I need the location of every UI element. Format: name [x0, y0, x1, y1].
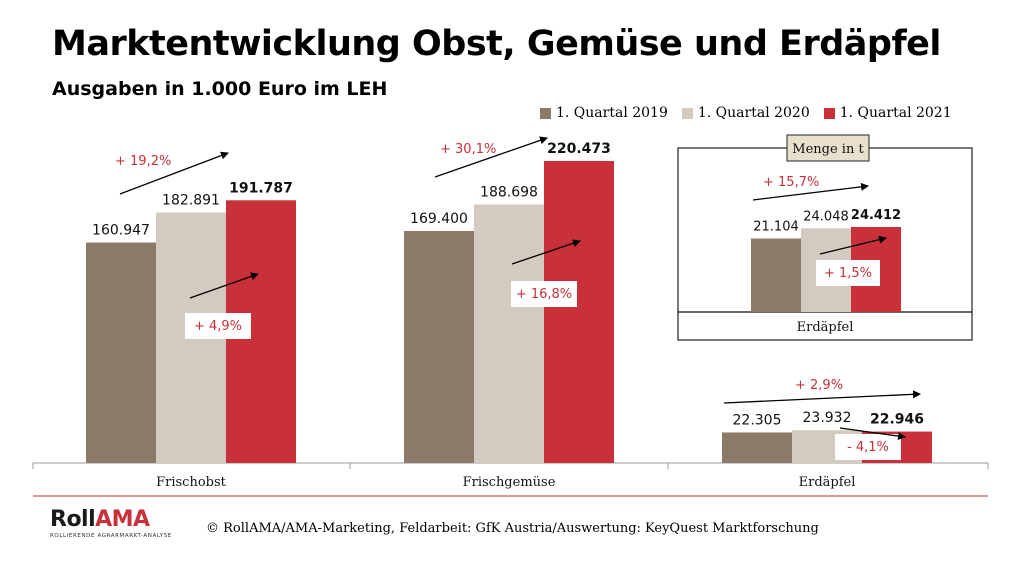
- bar-frischgem-se-2020: [474, 204, 544, 463]
- annotation-box-erd-pfel: [835, 434, 901, 460]
- growth-label-frischobst: + 19,2%: [115, 154, 171, 169]
- bar-frischgem-se-2021: [544, 161, 614, 463]
- category-label-frischobst: Frischobst: [156, 475, 227, 490]
- page-title: Marktentwicklung Obst, Gemüse und Erdäpf…: [52, 24, 941, 64]
- inset-growth-arrow: [752, 182, 869, 201]
- source-note: © RollAMA/AMA-Marketing, Feldarbeit: GfK…: [206, 521, 819, 536]
- annotation-box-frischgem-se: [511, 281, 577, 307]
- data-label-frischobst-2020: 182.891: [162, 192, 220, 208]
- growth-arrow-erd-pfel: [839, 427, 906, 441]
- bar-frischgem-se-2019: [404, 230, 474, 463]
- inset-annotation-box: [816, 260, 880, 286]
- legend-swatch-2021: [823, 107, 835, 119]
- logo-subtitle: ROLLIERENDE AGRARMARKT-ANALYSE: [50, 533, 172, 539]
- growth-label-erd-pfel: + 2,9%: [795, 378, 843, 393]
- legend-swatch-2019: [540, 107, 551, 119]
- data-label-frischobst-2021: 191.787: [229, 180, 293, 196]
- inset-category-label: Erdäpfel: [797, 320, 854, 335]
- inset-title: Menge in t: [792, 142, 864, 157]
- page-subtitle: Ausgaben in 1.000 Euro im LEH: [52, 78, 388, 100]
- legend-label-2019: 1. Quartal 2019: [556, 105, 668, 121]
- bar-erd-pfel-2019: [722, 432, 792, 463]
- growth-arrow-frischgem-se: [434, 136, 548, 178]
- growth-arrow-frischobst: [119, 151, 229, 195]
- data-label-erd-pfel-2021: 22.946: [870, 412, 924, 428]
- inset-data-label-2019: 21.104: [753, 220, 799, 235]
- data-label-frischobst-2019: 160.947: [92, 223, 150, 239]
- inset-growth-label: + 1,5%: [824, 266, 872, 281]
- data-label-erd-pfel-2020: 23.932: [803, 410, 852, 426]
- category-label-erd-pfel: Erdäpfel: [799, 475, 856, 490]
- data-label-erd-pfel-2019: 22.305: [733, 412, 782, 428]
- growth-label-erd-pfel: - 4,1%: [847, 440, 889, 455]
- legend-item-2019: 1. Quartal 2019: [540, 105, 668, 121]
- inset-bar-2019: [751, 238, 801, 312]
- growth-label-frischgem-se: + 16,8%: [516, 287, 572, 302]
- chart-legend: 1. Quartal 2019 1. Quartal 2020 1. Quart…: [540, 103, 966, 123]
- logo-text-roll: Roll: [50, 507, 96, 532]
- category-label-frischgem-se: Frischgemüse: [463, 475, 556, 490]
- data-label-frischgem-se-2021: 220.473: [547, 141, 611, 157]
- legend-label-2021: 1. Quartal 2021: [839, 105, 952, 121]
- legend-item-2020: 1. Quartal 2020: [681, 105, 810, 121]
- inset-growth-label: + 15,7%: [763, 175, 819, 190]
- rollama-logo: RollAMA ROLLIERENDE AGRARMARKT-ANALYSE: [50, 508, 190, 544]
- data-label-frischgem-se-2020: 188.698: [480, 185, 538, 201]
- bar-frischobst-2019: [86, 242, 156, 463]
- logo-text-ama: AMA: [95, 507, 150, 532]
- growth-arrow-frischgem-se: [511, 239, 581, 265]
- growth-arrow-frischobst: [189, 272, 259, 299]
- growth-arrow-erd-pfel: [723, 390, 921, 404]
- data-label-frischgem-se-2019: 169.400: [410, 211, 468, 227]
- annotation-box-frischobst: [185, 313, 251, 339]
- growth-label-frischobst: + 4,9%: [194, 319, 242, 334]
- legend-label-2020: 1. Quartal 2020: [697, 105, 810, 121]
- inset-data-label-2020: 24.048: [803, 209, 849, 224]
- inset-title-box: [786, 134, 870, 162]
- legend-item-2021: 1. Quartal 2021: [823, 105, 952, 121]
- inset-data-label-2021: 24.412: [851, 208, 901, 223]
- main-chart-area: 160.947 182.891 191.787 Frischobst 169.400 18…: [32, 136, 989, 490]
- legend-swatch-2020: [681, 107, 693, 119]
- inset-chart-menge: Menge in t 21.104 24.048 24.412 Erdäpfel + 15…: [677, 134, 973, 341]
- growth-label-frischgem-se: + 30,1%: [440, 142, 496, 157]
- inset-growth-arrow: [819, 235, 887, 255]
